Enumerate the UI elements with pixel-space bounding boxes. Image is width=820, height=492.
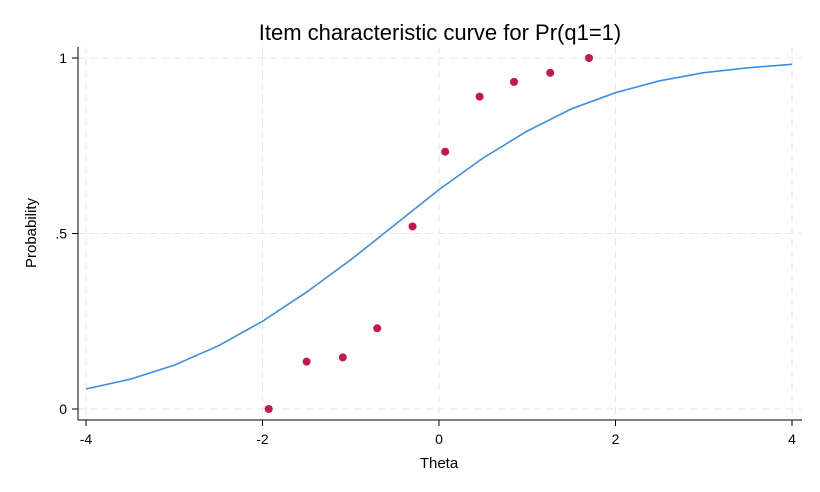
observed-point [585,54,594,62]
x-tick-label: -2 [256,431,269,447]
observed-point [373,324,382,333]
x-tick-label: 0 [435,431,443,447]
y-tick-label: .5 [55,226,67,242]
observed-point [441,147,450,156]
grid [78,47,802,420]
observed-point [475,92,484,101]
observed-point [302,357,311,366]
y-tick-label: 1 [59,50,67,66]
x-tick-label: 4 [788,431,796,447]
icc-curve-line [85,63,793,390]
x-axis-label: Theta [420,455,459,472]
observed-point [408,222,417,231]
plot-area [85,54,793,413]
y-axis-label: Probability [23,197,40,268]
x-tick-label: 2 [612,431,620,447]
x-tick-label: -4 [80,431,93,447]
axes: -4 -2 0 2 4 0 .5 1 [55,47,802,447]
observed-point [510,77,519,86]
observed-point [264,405,273,413]
observed-point [338,353,347,362]
y-tick-label: 0 [59,401,67,417]
observed-point [546,68,555,77]
chart-title: Item characteristic curve for Pr(q1=1) [259,20,622,45]
